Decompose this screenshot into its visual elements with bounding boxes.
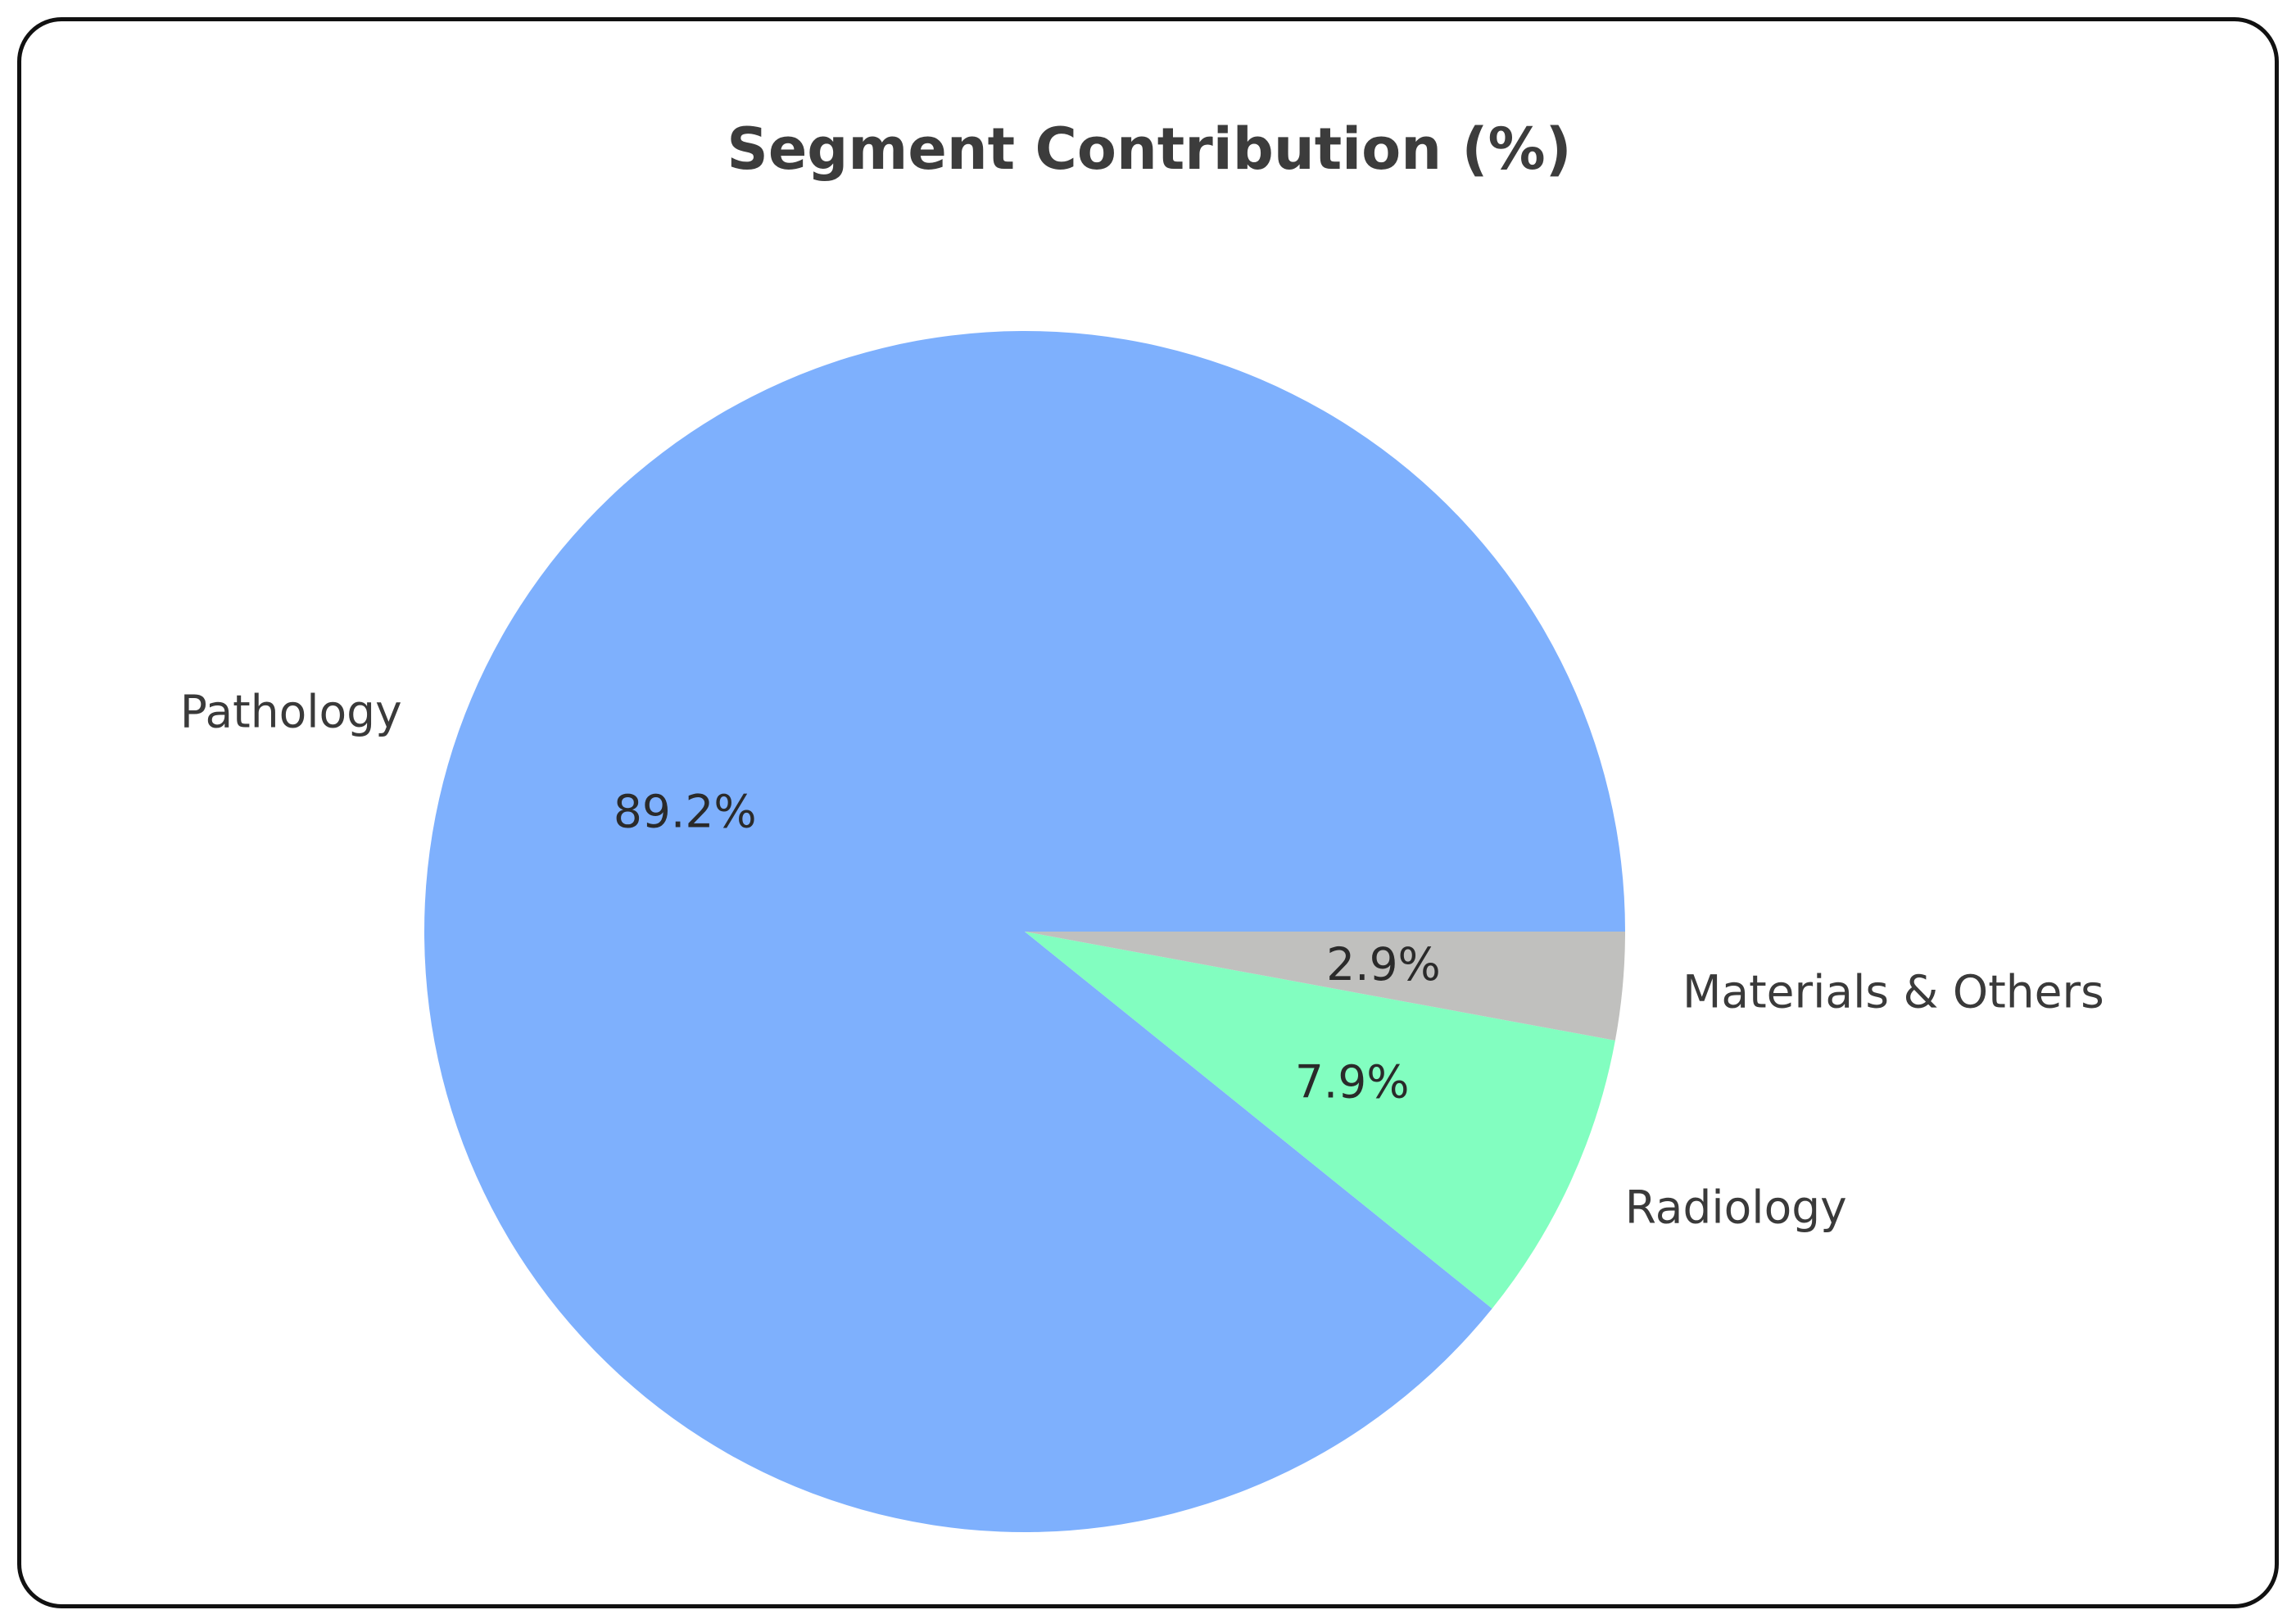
slice-label: Radiology [1625,1181,1847,1233]
chart-title: Segment Contribution (%) [727,116,1571,183]
slice-percent-label: 2.9% [1326,938,1441,991]
pie-slice-materials-others [1025,932,1625,1041]
pie-slice-radiology [1025,932,1615,1309]
slice-label: Pathology [180,686,402,738]
slice-label: Materials & Others [1682,965,2104,1018]
slice-percent-label: 7.9% [1295,1055,1410,1108]
slice-percent-label: 89.2% [614,786,757,838]
